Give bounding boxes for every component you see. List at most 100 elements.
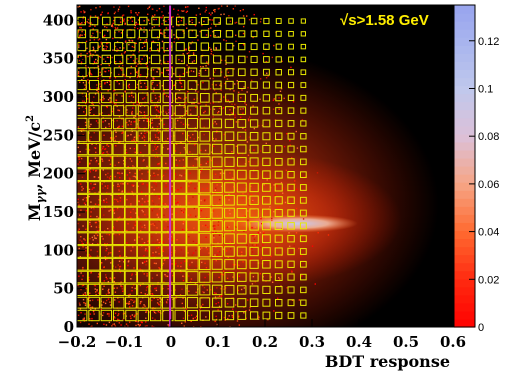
density-speckle (198, 7, 200, 9)
density-speckle (231, 230, 233, 233)
colorbar-band (454, 310, 475, 320)
density-box (100, 309, 113, 322)
density-box (262, 106, 271, 115)
density-speckle (166, 137, 169, 140)
colorbar-band (454, 214, 475, 223)
density-speckle (174, 123, 177, 125)
density-speckle (273, 98, 275, 100)
density-box (149, 283, 162, 296)
density-speckle (98, 191, 100, 193)
density-speckle (107, 292, 110, 295)
density-speckle (102, 121, 104, 123)
density-speckle (79, 161, 81, 163)
density-speckle (140, 86, 142, 88)
density-box (87, 270, 101, 284)
density-speckle (159, 59, 162, 62)
density-speckle (134, 26, 136, 29)
density-speckle (157, 110, 159, 112)
density-speckle (154, 223, 156, 225)
density-speckle (113, 19, 115, 22)
density-speckle (119, 60, 121, 63)
density-box (175, 67, 186, 78)
density-speckle (219, 98, 222, 101)
density-speckle (85, 200, 88, 202)
density-speckle (79, 22, 82, 25)
density-speckle (109, 178, 111, 180)
density-box (124, 270, 138, 284)
density-speckle (147, 245, 150, 248)
y-tick-label: 200 (43, 165, 74, 183)
density-speckle (106, 227, 109, 230)
density-speckle (90, 272, 92, 274)
density-speckle (229, 88, 231, 91)
density-speckle (177, 20, 180, 23)
density-box (249, 272, 259, 282)
density-box (212, 80, 222, 90)
density-speckle (229, 213, 231, 215)
density-speckle (91, 101, 94, 103)
density-speckle (273, 184, 275, 186)
density-speckle (97, 77, 99, 80)
density-speckle (92, 187, 94, 189)
density-speckle (186, 64, 188, 66)
density-speckle (248, 197, 250, 199)
density-box (237, 106, 247, 115)
density-speckle (121, 190, 124, 192)
density-box (112, 283, 125, 296)
density-box (300, 286, 307, 294)
density-speckle (155, 247, 158, 249)
density-speckle (202, 81, 204, 84)
density-speckle (99, 83, 101, 85)
density-speckle (116, 207, 119, 209)
density-speckle (112, 184, 115, 187)
density-speckle (158, 195, 160, 198)
density-box (150, 105, 162, 117)
density-speckle (137, 217, 140, 219)
density-speckle (123, 47, 125, 49)
density-speckle (134, 314, 136, 316)
density-speckle (101, 208, 104, 210)
density-speckle (143, 55, 145, 57)
density-speckle (129, 171, 131, 174)
density-speckle (298, 299, 301, 301)
density-box (236, 182, 247, 193)
density-speckle (108, 315, 110, 317)
density-speckle (168, 18, 170, 21)
density-speckle (151, 292, 153, 295)
density-speckle (142, 243, 145, 245)
density-speckle (159, 116, 161, 118)
density-speckle (111, 24, 113, 27)
density-speckle (192, 52, 195, 54)
density-speckle (254, 226, 256, 228)
density-box (113, 67, 124, 78)
density-speckle (178, 24, 180, 27)
density-speckle (95, 58, 97, 61)
colorbar-band (454, 21, 475, 30)
density-speckle (189, 55, 191, 57)
density-speckle (132, 103, 135, 105)
density-speckle (82, 275, 84, 277)
density-box (87, 193, 101, 207)
density-speckle (98, 102, 101, 104)
density-box (237, 311, 247, 320)
density-speckle (152, 293, 154, 296)
density-speckle (121, 229, 123, 232)
density-speckle (143, 207, 145, 209)
density-box (236, 259, 247, 270)
density-speckle (223, 204, 226, 207)
density-speckle (183, 325, 185, 327)
density-speckle (220, 197, 222, 199)
density-box (211, 143, 223, 155)
density-box (250, 55, 258, 63)
density-speckle (87, 66, 89, 69)
density-speckle (257, 318, 260, 320)
density-box (151, 29, 160, 39)
density-speckle (79, 150, 81, 153)
density-speckle (267, 318, 269, 321)
density-speckle (118, 109, 121, 112)
density-speckle (138, 135, 141, 137)
density-speckle (149, 124, 151, 126)
density-box (224, 297, 235, 308)
density-speckle (203, 291, 205, 294)
density-speckle (131, 305, 134, 307)
